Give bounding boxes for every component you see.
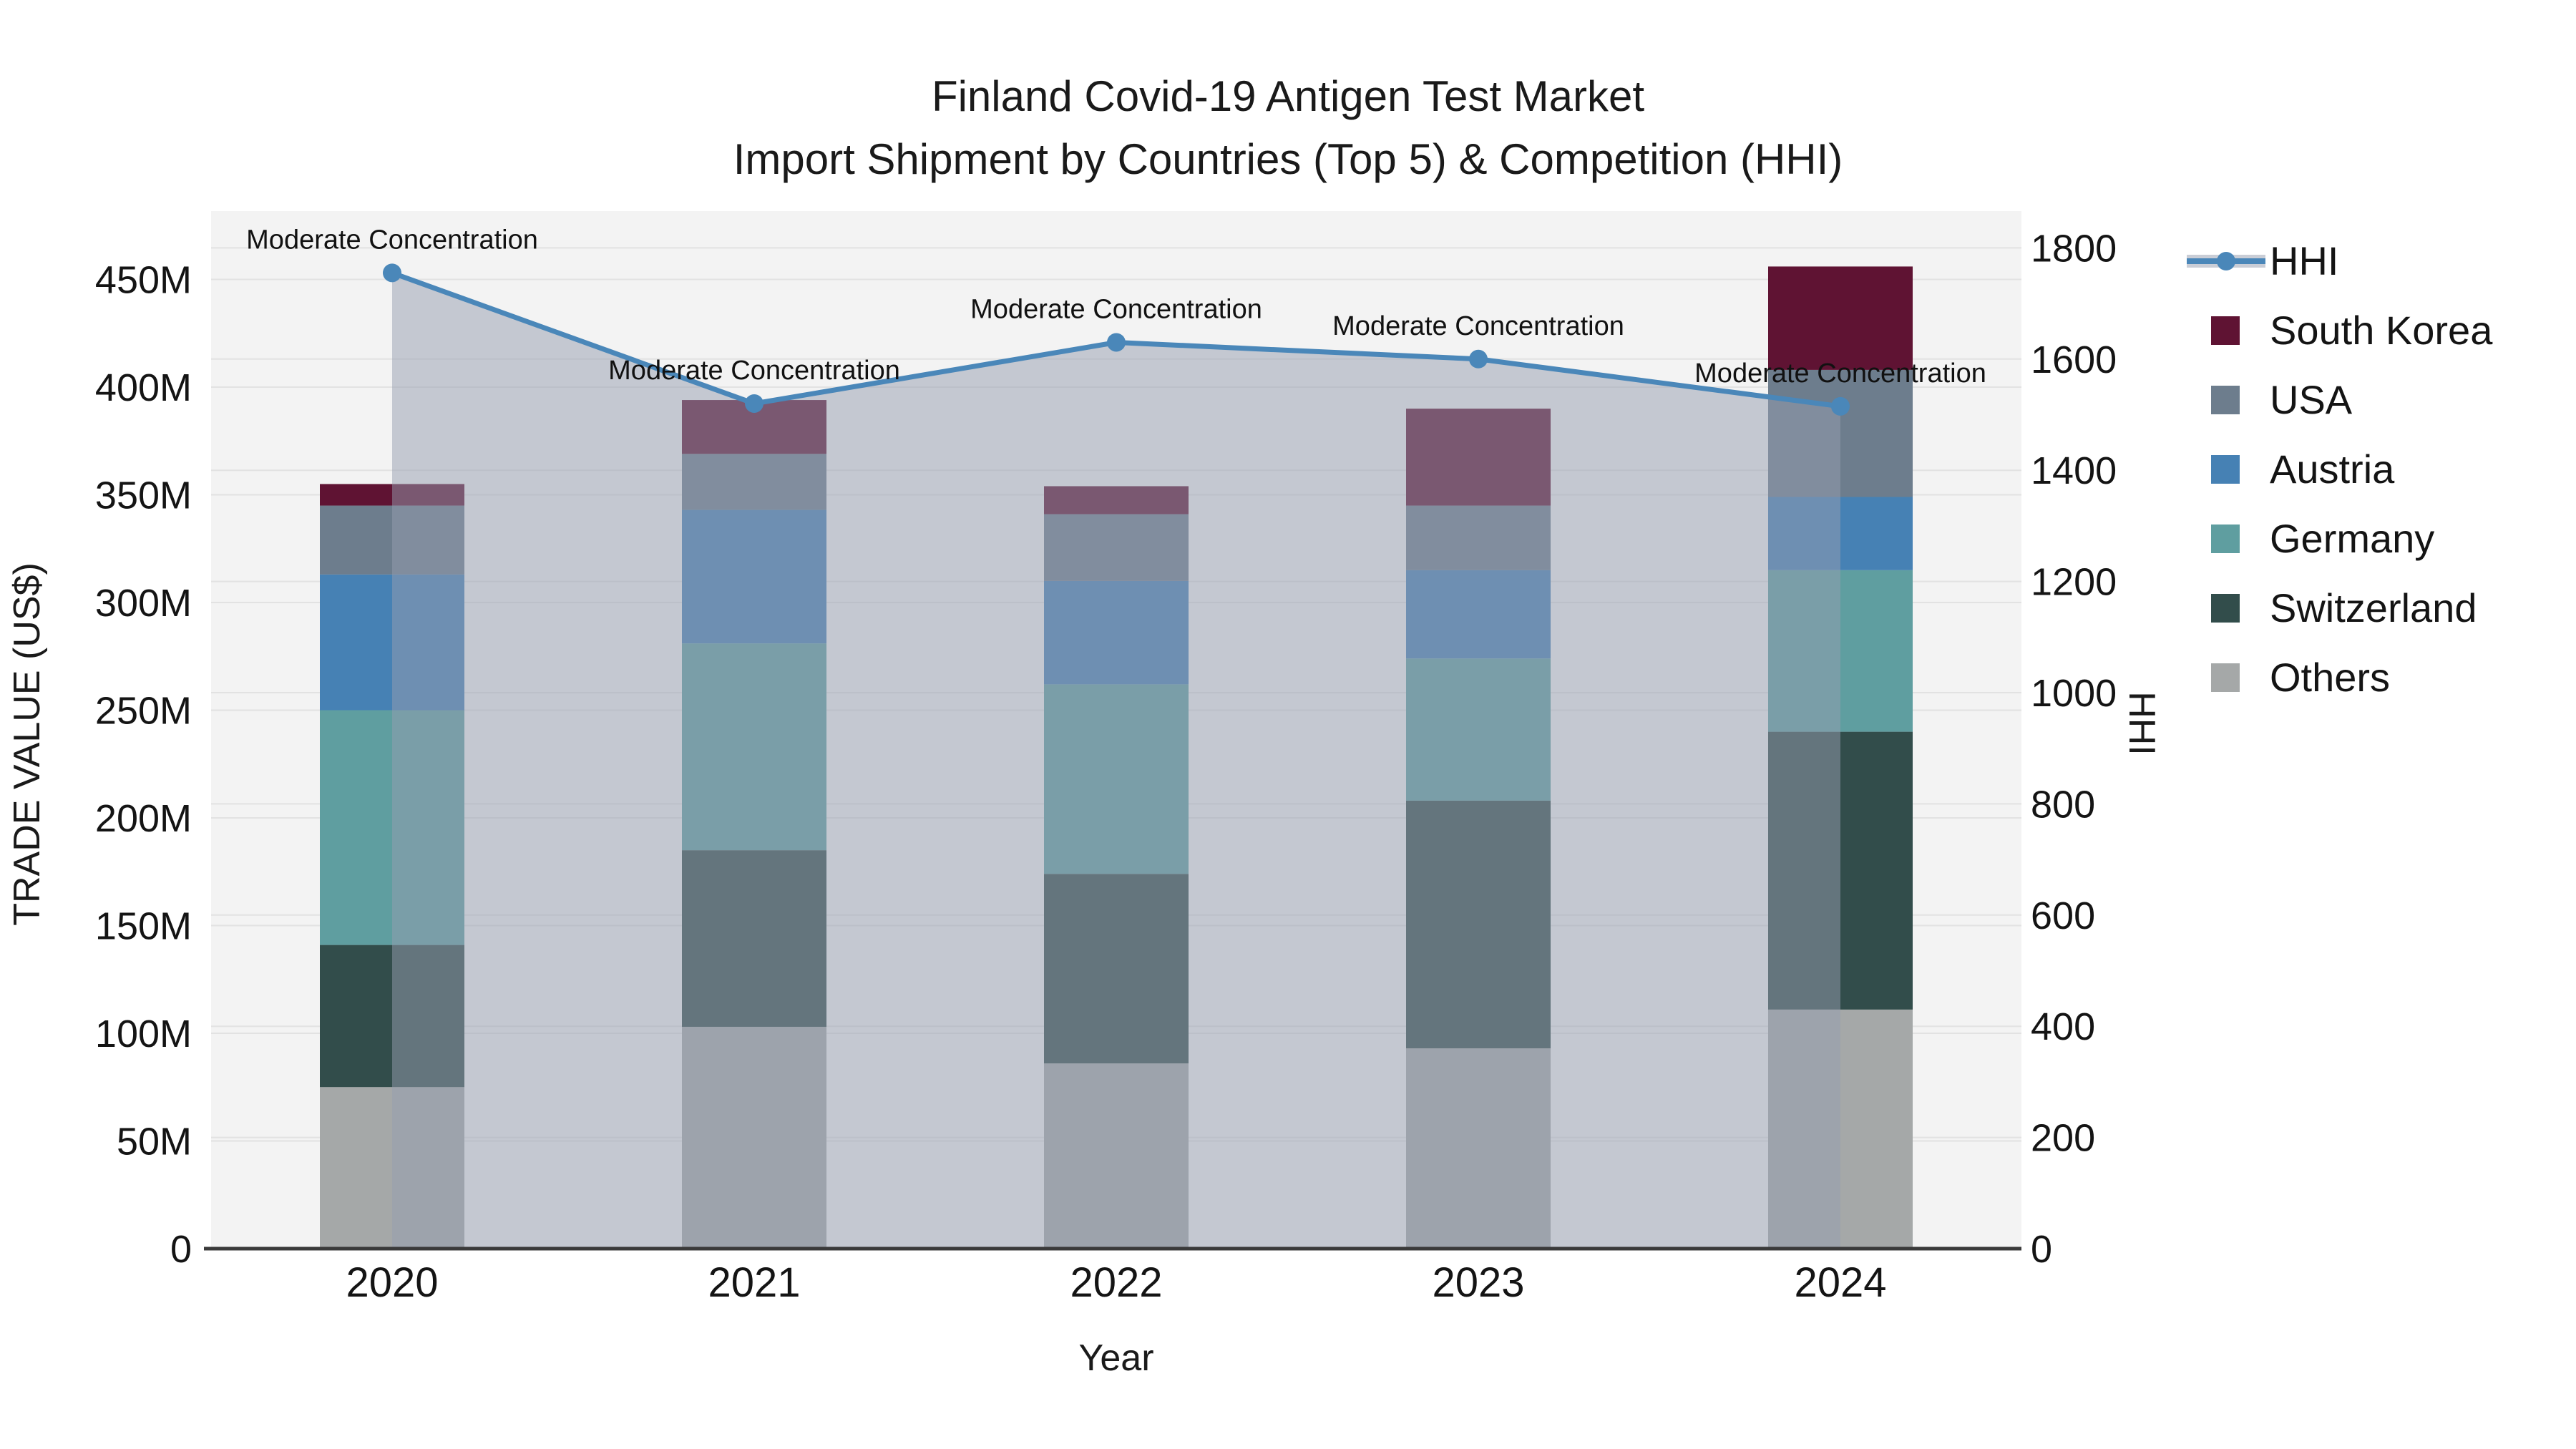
y-right-tick-label: 1000 bbox=[2031, 672, 2117, 715]
germany-swatch bbox=[2211, 524, 2240, 553]
south-korea-swatch bbox=[2211, 316, 2240, 345]
legend-label: Others bbox=[2270, 655, 2391, 700]
chart-subtitle: Import Shipment by Countries (Top 5) & C… bbox=[733, 135, 1843, 183]
legend-label: Austria bbox=[2270, 447, 2395, 492]
y-left-tick-label: 200M bbox=[95, 797, 192, 840]
y-left-tick-label: 300M bbox=[95, 582, 192, 625]
hhi-line-swatch bbox=[2187, 247, 2265, 275]
legend-item-germany[interactable]: Germany bbox=[2184, 504, 2570, 573]
y-left-tick-label: 400M bbox=[95, 366, 192, 409]
y-right-tick-label: 800 bbox=[2031, 783, 2095, 826]
y-right-tick-label: 200 bbox=[2031, 1117, 2095, 1160]
legend-item-others[interactable]: Others bbox=[2184, 643, 2570, 712]
y-left-tick-label: 350M bbox=[95, 474, 192, 517]
y-right-tick-label: 0 bbox=[2031, 1228, 2052, 1271]
y-axis-title-right: HHI bbox=[2121, 691, 2162, 756]
annotation-2021: Moderate Concentration bbox=[608, 356, 900, 386]
bar-segment-south-korea-2024 bbox=[1768, 266, 1913, 370]
y-left-tick-label: 0 bbox=[170, 1228, 192, 1271]
legend-item-usa[interactable]: USA bbox=[2184, 365, 2570, 434]
austria-swatch bbox=[2211, 454, 2240, 484]
y-left-tick-label: 150M bbox=[95, 905, 192, 948]
y-right-tick-label: 600 bbox=[2031, 894, 2095, 937]
annotation-2024: Moderate Concentration bbox=[1694, 358, 1986, 389]
legend-label: HHI bbox=[2270, 238, 2339, 283]
legend-label: South Korea bbox=[2270, 308, 2493, 353]
switzerland-swatch bbox=[2211, 593, 2240, 623]
legend-item-hhi[interactable]: HHI bbox=[2184, 226, 2570, 296]
legend: HHI South Korea USA Austria Germany Switzerla… bbox=[2184, 226, 2570, 712]
annotation-2022: Moderate Concentration bbox=[970, 294, 1262, 324]
y-left-tick-label: 50M bbox=[117, 1121, 192, 1163]
y-left-tick-label: 100M bbox=[95, 1013, 192, 1055]
y-right-tick-label: 1200 bbox=[2031, 561, 2117, 604]
y-left-tick-label: 450M bbox=[95, 259, 192, 302]
legend-item-south-korea[interactable]: South Korea bbox=[2184, 296, 2570, 365]
others-swatch bbox=[2211, 663, 2240, 692]
legend-item-switzerland[interactable]: Switzerland bbox=[2184, 573, 2570, 643]
y-left-tick-label: 250M bbox=[95, 690, 192, 733]
y-right-tick-label: 1800 bbox=[2031, 227, 2117, 270]
hhi-point-2020 bbox=[383, 263, 401, 283]
legend-item-austria[interactable]: Austria bbox=[2184, 434, 2570, 504]
x-tick-label-2023: 2023 bbox=[1432, 1259, 1524, 1306]
y-right-tick-label: 1600 bbox=[2031, 338, 2117, 381]
y-right-tick-label: 400 bbox=[2031, 1005, 2095, 1048]
annotation-2023: Moderate Concentration bbox=[1332, 311, 1624, 341]
hhi-area-fill bbox=[392, 273, 1840, 1249]
usa-swatch bbox=[2211, 385, 2240, 414]
y-axis-title-left: TRADE VALUE (US$) bbox=[6, 562, 48, 926]
hhi-point-2024 bbox=[1831, 396, 1850, 416]
y-right-tick-label: 1400 bbox=[2031, 449, 2117, 492]
legend-label: USA bbox=[2270, 377, 2353, 422]
x-axis-title: Year bbox=[1078, 1337, 1154, 1379]
legend-label: Germany bbox=[2270, 516, 2435, 561]
x-tick-label-2024: 2024 bbox=[1794, 1259, 1886, 1306]
legend-label: Switzerland bbox=[2270, 585, 2477, 630]
hhi-point-2023 bbox=[1469, 349, 1488, 369]
x-tick-label-2022: 2022 bbox=[1070, 1259, 1162, 1306]
annotation-2020: Moderate Concentration bbox=[246, 225, 538, 255]
chart-title: Finland Covid-19 Antigen Test Market bbox=[931, 72, 1645, 120]
x-tick-label-2021: 2021 bbox=[708, 1259, 800, 1306]
x-tick-label-2020: 2020 bbox=[346, 1259, 438, 1306]
hhi-point-2022 bbox=[1107, 333, 1126, 352]
hhi-point-2021 bbox=[745, 394, 763, 413]
